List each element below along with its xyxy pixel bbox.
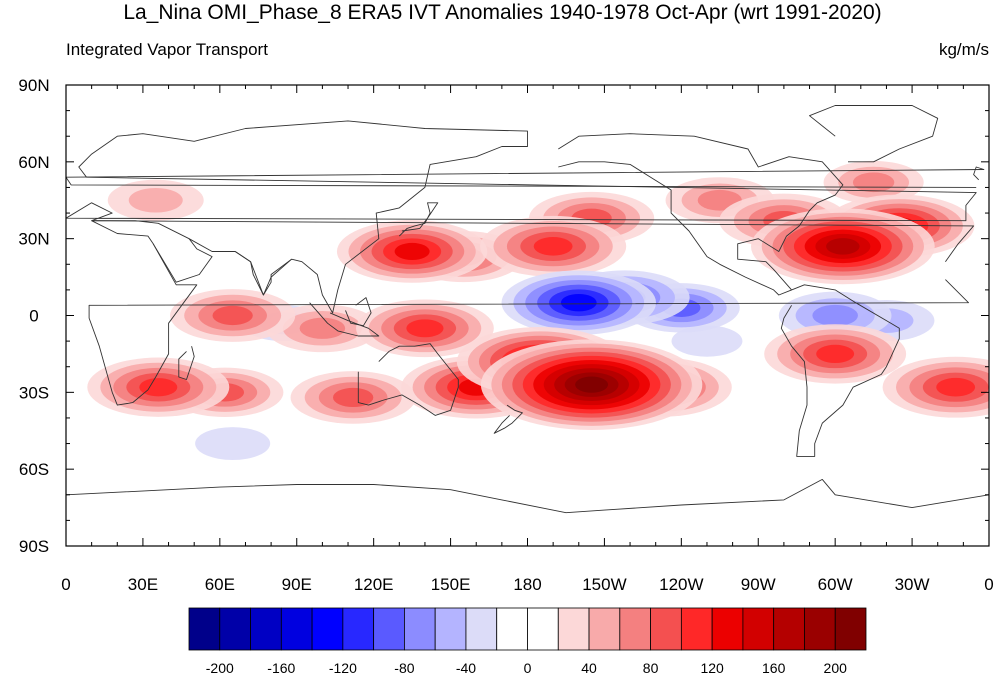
borneo-coast bbox=[345, 297, 372, 327]
lat-tick-label: 60S bbox=[19, 460, 49, 479]
lon-tick-label: 120W bbox=[659, 575, 703, 594]
anomaly-feature bbox=[750, 208, 935, 285]
lon-tick-label: 150E bbox=[431, 575, 471, 594]
indonesia-coast bbox=[309, 302, 380, 337]
lat-tick-label: 30S bbox=[19, 383, 49, 402]
colorbar-label: 40 bbox=[581, 660, 597, 676]
lat-tick-label: 0 bbox=[29, 307, 38, 326]
colorbar-label: -80 bbox=[394, 660, 414, 676]
colorbar-box bbox=[342, 607, 375, 651]
anomaly-feature bbox=[170, 289, 296, 342]
eurasia-coast bbox=[66, 120, 977, 314]
colorbar-box bbox=[280, 607, 313, 651]
colorbar-box bbox=[250, 607, 282, 651]
anomaly-feature bbox=[356, 299, 494, 358]
colorbar-label: 120 bbox=[700, 660, 724, 676]
colorbar-box bbox=[373, 607, 405, 651]
anomaly-field bbox=[87, 160, 989, 461]
colorbar-box bbox=[619, 607, 651, 651]
colorbar-box bbox=[804, 607, 836, 651]
india-coast bbox=[234, 251, 292, 296]
colorbar-label: -160 bbox=[267, 660, 295, 676]
uk-coast bbox=[66, 166, 985, 188]
lon-tick-label: 30W bbox=[895, 575, 930, 594]
colorbar-box bbox=[404, 607, 436, 651]
new-zealand-coast bbox=[493, 404, 523, 434]
axis-labels: 90N 60N 30N 0 30S 60S 90S 0 30E 60E 90E 120E 150E 180… bbox=[18, 76, 993, 594]
colorbar-box bbox=[188, 607, 221, 651]
colorbar-box bbox=[680, 607, 713, 651]
anomaly-feature bbox=[107, 179, 204, 221]
lat-tick-label: 30N bbox=[18, 230, 49, 249]
anomaly-feature bbox=[290, 371, 416, 424]
lon-tick-label: 180 bbox=[513, 575, 541, 594]
colorbar-box bbox=[496, 607, 528, 651]
axis-ticks bbox=[65, 84, 990, 547]
colorbar: -200 -160 -120 -80 -40 0 40 80 120 160 200 bbox=[188, 607, 867, 676]
lat-tick-label: 90N bbox=[18, 76, 49, 95]
colorbar-box bbox=[742, 607, 775, 651]
colorbar-label: 80 bbox=[643, 660, 659, 676]
lon-tick-label: 60W bbox=[818, 575, 853, 594]
madagascar-coast bbox=[178, 346, 195, 380]
lon-tick-label: 120E bbox=[354, 575, 394, 594]
lat-tick-label: 90S bbox=[19, 537, 49, 556]
anomaly-feature bbox=[480, 215, 627, 277]
anomaly-feature bbox=[882, 356, 989, 418]
colorbar-box bbox=[465, 607, 498, 651]
colorbar-box bbox=[434, 607, 467, 651]
greenland-coast bbox=[809, 105, 939, 163]
lon-tick-label: 150W bbox=[582, 575, 626, 594]
south-america-coast bbox=[780, 284, 900, 457]
colorbar-label: 0 bbox=[524, 660, 532, 676]
colorbar-box bbox=[527, 607, 559, 651]
anomaly-feature bbox=[87, 357, 230, 417]
lat-tick-label: 60N bbox=[18, 153, 49, 172]
colorbar-label: -200 bbox=[206, 660, 234, 676]
japan-coast bbox=[398, 202, 439, 237]
units-label: kg/m/s bbox=[938, 40, 989, 59]
colorbar-box bbox=[650, 607, 682, 651]
colorbar-box bbox=[773, 607, 805, 651]
lon-tick-label: 0 bbox=[984, 575, 993, 594]
lon-tick-label: 90E bbox=[282, 575, 312, 594]
antarctica-coast bbox=[66, 478, 989, 514]
anomaly-feature bbox=[480, 339, 703, 430]
colorbar-label: 160 bbox=[762, 660, 786, 676]
anomaly-feature bbox=[671, 325, 743, 357]
map-title: La_Nina OMI_Phase_8 ERA5 IVT Anomalies 1… bbox=[123, 1, 882, 24]
left-subtitle: Integrated Vapor Transport bbox=[66, 40, 268, 59]
colorbar-label: -40 bbox=[456, 660, 476, 676]
lon-tick-label: 90W bbox=[741, 575, 776, 594]
anomaly-feature bbox=[501, 270, 657, 335]
north-america-coast bbox=[558, 133, 844, 296]
colorbar-box bbox=[311, 607, 344, 651]
colorbar-box bbox=[588, 607, 621, 651]
arabia-coast bbox=[152, 238, 213, 283]
coastlines bbox=[66, 105, 989, 514]
colorbar-box bbox=[711, 607, 744, 651]
colorbar-label: 200 bbox=[824, 660, 848, 676]
colorbar-box bbox=[834, 607, 867, 651]
anomaly-feature bbox=[336, 220, 488, 283]
lon-tick-label: 0 bbox=[61, 575, 70, 594]
lon-tick-label: 30E bbox=[128, 575, 158, 594]
anomaly-feature bbox=[195, 427, 271, 461]
australia-coast bbox=[357, 343, 459, 416]
colorbar-box bbox=[557, 607, 590, 651]
colorbar-label: -120 bbox=[329, 660, 357, 676]
africa-coast bbox=[88, 220, 975, 406]
colorbar-box bbox=[219, 607, 251, 651]
lon-tick-label: 60E bbox=[205, 575, 235, 594]
anomaly-feature bbox=[764, 324, 907, 384]
